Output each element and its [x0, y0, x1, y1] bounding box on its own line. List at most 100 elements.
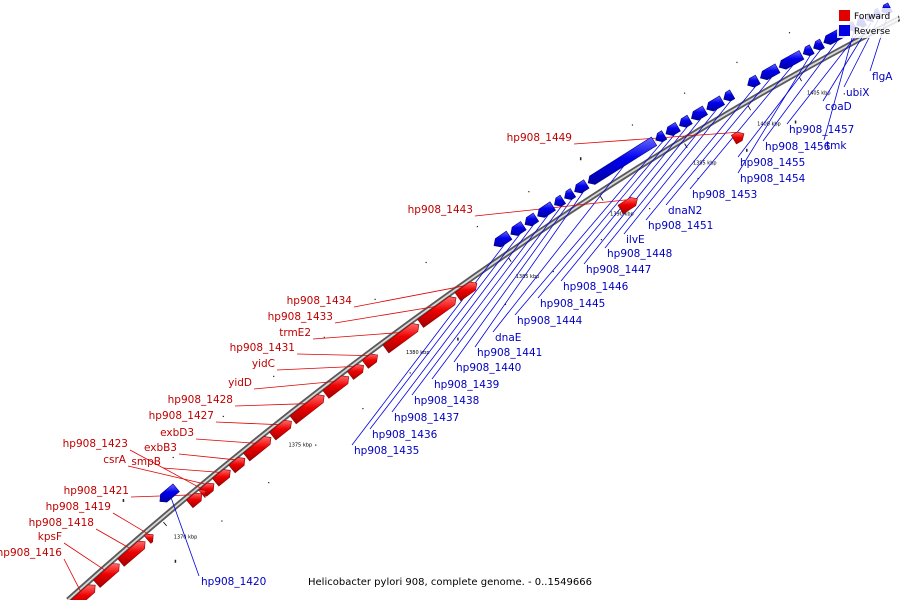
gene-hp908_1428[interactable]	[289, 394, 325, 425]
gene-label-ubiX[interactable]: ubiX	[846, 87, 869, 99]
gene-label-hp908_1427[interactable]: hp908_1427	[149, 410, 214, 422]
gene-hp908_1454[interactable]	[802, 44, 815, 57]
leader-hp908_1439	[431, 206, 562, 380]
gene-label-hp908_1455[interactable]: hp908_1455	[740, 157, 805, 169]
gene-labels: hp908_1416 kpsF hp908_1418 hp908_1419 hp908_…	[0, 71, 893, 588]
gene-hp908_1446[interactable]	[679, 114, 693, 128]
gene-hp908_1440[interactable]	[564, 188, 577, 201]
gene-label-hp908_1437[interactable]: hp908_1437	[394, 412, 459, 424]
gene-smpB[interactable]	[212, 469, 231, 487]
leader-hp908_1438	[411, 214, 549, 396]
gene-label-dnaE[interactable]: dnaE	[495, 332, 521, 344]
gene-label-dnaN2[interactable]: dnaN2	[668, 205, 702, 217]
gene-label-hp908_1428[interactable]: hp908_1428	[168, 394, 233, 406]
gene-label-kpsF[interactable]: kpsF	[38, 531, 62, 543]
gene-hp908_1431[interactable]	[361, 353, 378, 369]
gene-label-hp908_1423[interactable]: hp908_1423	[63, 438, 128, 450]
gene-label-hp908_1440[interactable]: hp908_1440	[456, 362, 521, 374]
gene-label-hp908_1434[interactable]: hp908_1434	[287, 295, 353, 307]
gene-label-hp908_1451[interactable]: hp908_1451	[648, 220, 713, 232]
gene-label-yidC[interactable]: yidC	[252, 358, 275, 370]
leader-hp908_1418	[95, 528, 130, 549]
scale-tick-label: 1380 kbp	[406, 350, 430, 356]
gene-label-hp908_1447[interactable]: hp908_1447	[586, 264, 651, 276]
gene-hp908_1434[interactable]	[454, 281, 478, 302]
gene-kpsF[interactable]	[93, 563, 120, 588]
gene-label-hp908_1457[interactable]: hp908_1457	[789, 124, 854, 136]
background-dots	[122, 32, 845, 563]
gene-yidC[interactable]	[347, 364, 364, 380]
background-dot	[476, 225, 478, 228]
gene-label-hp908_1436[interactable]: hp908_1436	[372, 429, 438, 441]
gene-label-hp908_1449[interactable]: hp908_1449	[507, 132, 572, 144]
background-dot	[315, 444, 317, 446]
gene-hp908_1423[interactable]	[198, 489, 207, 499]
gene-trmE2[interactable]	[382, 323, 420, 354]
gene-label-hp908_1443[interactable]: hp908_1443	[408, 204, 473, 216]
gene-hp908_1435[interactable]	[493, 230, 513, 248]
gene-label-exbB3[interactable]: exbB3	[144, 442, 177, 454]
gene-label-trmE2[interactable]: trmE2	[279, 327, 311, 339]
gene-hp908_1437[interactable]	[524, 212, 540, 227]
leader-ilvE	[623, 100, 731, 235]
gene-exbB3[interactable]	[228, 457, 246, 474]
gene-label-yidD[interactable]: yidD	[228, 377, 252, 389]
background-dot	[528, 191, 530, 193]
gene-label-hp908_1439[interactable]: hp908_1439	[434, 379, 499, 391]
gene-label-hp908_1441[interactable]: hp908_1441	[477, 347, 542, 359]
gene-yidD[interactable]	[322, 375, 350, 399]
gene-hp908_1444[interactable]	[655, 130, 668, 143]
gene-label-hp908_1435[interactable]: hp908_1435	[354, 445, 419, 457]
gene-label-hp908_1445[interactable]: hp908_1445	[540, 298, 605, 310]
gene-label-hp908_1454[interactable]: hp908_1454	[740, 173, 806, 185]
gene-label-hp908_1421[interactable]: hp908_1421	[64, 485, 129, 497]
gene-label-hp908_1456[interactable]: hp908_1456	[765, 141, 831, 153]
gene-label-csrA[interactable]: csrA	[103, 454, 127, 466]
gene-hp908_1451[interactable]	[747, 74, 761, 88]
gene-hp908_1447[interactable]	[691, 105, 709, 121]
gene-label-exbD3[interactable]: exbD3	[160, 427, 194, 439]
gene-hp908_1416[interactable]	[69, 584, 96, 600]
gene-hp908_1433[interactable]	[417, 296, 457, 328]
gene-hp908_1449[interactable]	[730, 131, 745, 145]
gene-hp908_1441[interactable]	[574, 179, 590, 194]
leader-kpsF	[63, 542, 105, 571]
gene-label-hp908_1431[interactable]: hp908_1431	[230, 342, 295, 354]
gene-hp908_1418[interactable]	[117, 540, 146, 567]
gene-dnaN2[interactable]	[760, 63, 781, 81]
gene-label-hp908_1418[interactable]: hp908_1418	[29, 517, 94, 529]
gene-label-hp908_1438[interactable]: hp908_1438	[414, 395, 479, 407]
gene-label-hp908_1433[interactable]: hp908_1433	[268, 311, 333, 323]
legend: Forward Reverse	[837, 8, 898, 38]
gene-label-smpB[interactable]: smpB	[131, 456, 161, 468]
gene-label-hp908_1444[interactable]: hp908_1444	[517, 315, 583, 327]
gene-hp908_1445[interactable]	[665, 121, 681, 136]
scale-tick	[163, 521, 167, 527]
gene-hp908_1453[interactable]	[778, 50, 805, 70]
gene-label-coaD[interactable]: coaD	[825, 101, 852, 113]
leader-hp908_1456	[762, 40, 838, 142]
gene-hp908_1420[interactable]	[159, 483, 180, 503]
gene-label-hp908_1446[interactable]: hp908_1446	[563, 281, 629, 293]
gene-label-hp908_1420[interactable]: hp908_1420	[201, 576, 266, 588]
gene-dnaE[interactable]	[587, 136, 658, 185]
gene-exbD3[interactable]	[242, 436, 272, 462]
gene-label-hp908_1419[interactable]: hp908_1419	[46, 501, 111, 513]
gene-label-flgA[interactable]: flgA	[872, 71, 893, 83]
gene-ilvE[interactable]	[723, 89, 736, 102]
gene-hp908_1448[interactable]	[706, 95, 726, 112]
gene-hp908_1427[interactable]	[269, 419, 292, 441]
gene-label-tmk[interactable]: tmk	[826, 140, 847, 152]
gene-label-hp908_1448[interactable]: hp908_1448	[607, 248, 672, 260]
gene-hp908_1421[interactable]	[186, 492, 203, 509]
gene-label-ilvE[interactable]: ilvE	[626, 234, 645, 246]
gene-hp908_1438[interactable]	[537, 201, 556, 218]
gene-hp908_1419[interactable]	[143, 533, 154, 544]
gene-label-hp908_1453[interactable]: hp908_1453	[692, 189, 757, 201]
gene-hp908_1443[interactable]	[617, 196, 638, 215]
gene-hp908_1436[interactable]	[510, 221, 527, 236]
gene-label-hp908_1416[interactable]: hp908_1416	[0, 547, 62, 559]
background-dot	[457, 337, 459, 341]
gene-hp908_1455[interactable]	[813, 38, 825, 51]
gene-hp908_1439[interactable]	[554, 194, 567, 207]
